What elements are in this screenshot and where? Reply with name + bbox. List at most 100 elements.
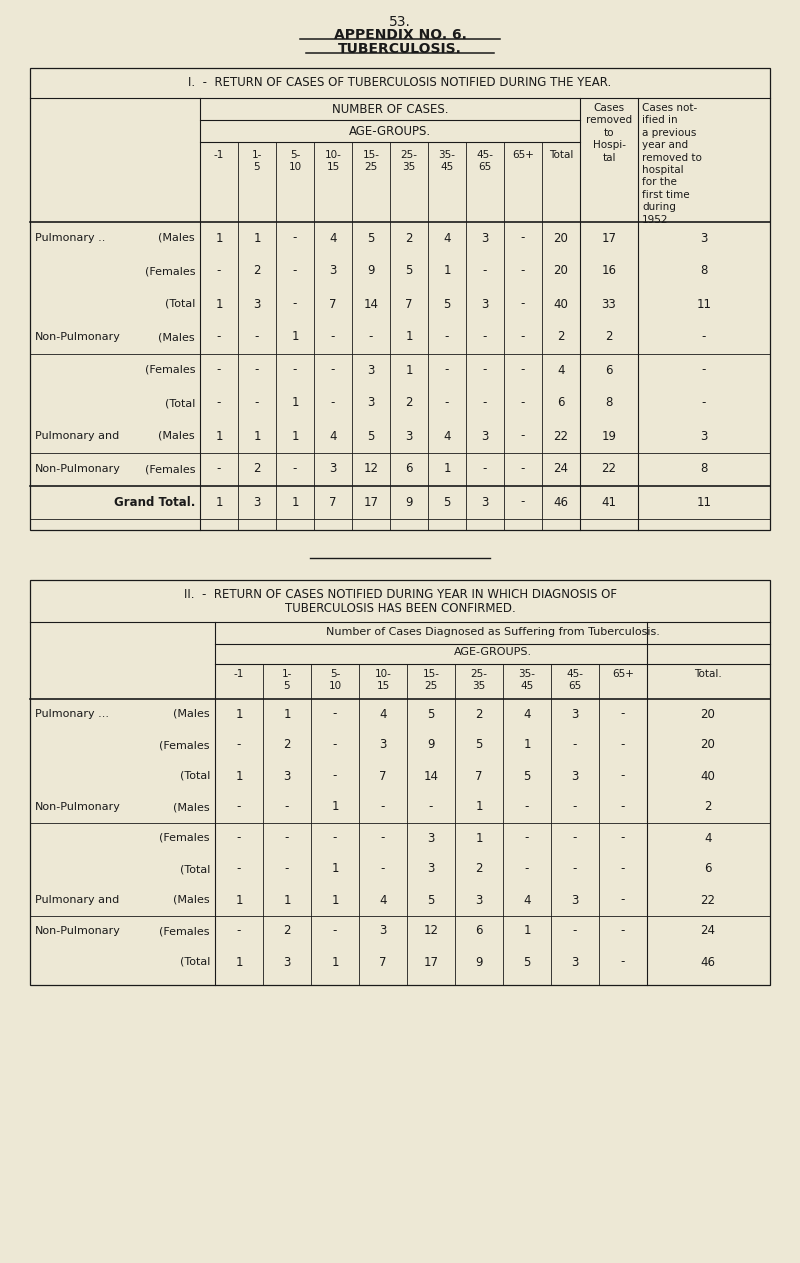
- Text: -: -: [381, 801, 385, 813]
- Text: -: -: [521, 264, 525, 278]
- Text: Cases not-
ified in
a previous
year and
removed to
hospital
for the
first time
d: Cases not- ified in a previous year and …: [642, 104, 702, 225]
- Text: 1: 1: [331, 893, 338, 907]
- Text: 3: 3: [482, 495, 489, 509]
- Text: 4: 4: [558, 364, 565, 376]
- Text: -: -: [525, 863, 529, 875]
- Text: (Females: (Females: [159, 834, 210, 842]
- Text: -: -: [702, 331, 706, 344]
- Text: -: -: [573, 831, 577, 845]
- Text: 20: 20: [701, 739, 715, 751]
- Text: APPENDIX NO. 6.: APPENDIX NO. 6.: [334, 28, 466, 42]
- Text: -: -: [621, 925, 625, 937]
- Text: 5: 5: [406, 264, 413, 278]
- Text: -: -: [381, 831, 385, 845]
- Text: (Females: (Females: [145, 365, 195, 375]
- Text: -: -: [285, 863, 289, 875]
- Text: 1: 1: [291, 331, 298, 344]
- Text: 1: 1: [291, 397, 298, 409]
- Text: 45-
65: 45- 65: [566, 669, 583, 691]
- Text: 5: 5: [475, 739, 482, 751]
- Text: 6: 6: [704, 863, 712, 875]
- Text: 3: 3: [254, 495, 261, 509]
- Text: -: -: [333, 739, 337, 751]
- Text: 4: 4: [379, 893, 386, 907]
- Text: -: -: [293, 264, 297, 278]
- Text: (Total: (Total: [180, 957, 210, 967]
- Text: -: -: [331, 364, 335, 376]
- Text: 7: 7: [475, 769, 482, 783]
- Text: (Females: (Females: [145, 266, 195, 277]
- Text: 3: 3: [700, 231, 708, 245]
- Text: -: -: [237, 831, 241, 845]
- Text: -: -: [285, 801, 289, 813]
- Text: -: -: [483, 462, 487, 475]
- Text: 15-
25: 15- 25: [362, 150, 379, 173]
- Text: -: -: [445, 397, 449, 409]
- Text: -: -: [237, 925, 241, 937]
- Text: 8: 8: [700, 264, 708, 278]
- Text: 1: 1: [443, 462, 450, 475]
- Bar: [30, 68, 770, 530]
- Text: 1-
5: 1- 5: [252, 150, 262, 173]
- Text: (Total: (Total: [165, 299, 195, 309]
- Text: AGE-GROUPS.: AGE-GROUPS.: [349, 125, 431, 138]
- Text: 7: 7: [330, 495, 337, 509]
- Text: Total.: Total.: [694, 669, 722, 679]
- Text: 2: 2: [283, 739, 290, 751]
- Text: 6: 6: [558, 397, 565, 409]
- Text: 5: 5: [443, 298, 450, 311]
- Text: -: -: [217, 364, 221, 376]
- Text: (Males: (Males: [174, 895, 210, 906]
- Text: -: -: [621, 769, 625, 783]
- Text: 4: 4: [704, 831, 712, 845]
- Text: 10-
15: 10- 15: [325, 150, 342, 173]
- Text: Pulmonary and: Pulmonary and: [35, 431, 119, 441]
- Text: 24: 24: [701, 925, 715, 937]
- Text: -: -: [521, 364, 525, 376]
- Text: -: -: [525, 801, 529, 813]
- Text: 2: 2: [606, 331, 613, 344]
- Text: Grand Total.: Grand Total.: [114, 495, 195, 509]
- Text: 9: 9: [427, 739, 434, 751]
- Text: 3: 3: [283, 956, 290, 969]
- Text: -: -: [381, 863, 385, 875]
- Text: Non-Pulmonary: Non-Pulmonary: [35, 926, 121, 936]
- Text: 5: 5: [523, 956, 530, 969]
- Text: 45-
65: 45- 65: [477, 150, 494, 173]
- Text: Non-Pulmonary: Non-Pulmonary: [35, 802, 121, 812]
- Text: 4: 4: [330, 429, 337, 442]
- Text: 3: 3: [700, 429, 708, 442]
- Text: 3: 3: [367, 397, 374, 409]
- Text: NUMBER OF CASES.: NUMBER OF CASES.: [332, 104, 448, 116]
- Text: -: -: [702, 397, 706, 409]
- Text: Number of Cases Diagnosed as Suffering from Tuberculosis.: Number of Cases Diagnosed as Suffering f…: [326, 626, 659, 637]
- Text: 9: 9: [406, 495, 413, 509]
- Text: -: -: [521, 397, 525, 409]
- Text: 3: 3: [571, 893, 578, 907]
- Text: 1: 1: [254, 231, 261, 245]
- Text: -: -: [521, 298, 525, 311]
- Text: Pulmonary ...: Pulmonary ...: [35, 709, 109, 719]
- Text: 17: 17: [602, 231, 617, 245]
- Text: -: -: [573, 925, 577, 937]
- Text: 3: 3: [330, 264, 337, 278]
- Text: 8: 8: [700, 462, 708, 475]
- Text: (Total: (Total: [165, 398, 195, 408]
- Text: -: -: [333, 831, 337, 845]
- Text: (Females: (Females: [159, 740, 210, 750]
- Text: 22: 22: [602, 462, 617, 475]
- Text: 7: 7: [330, 298, 337, 311]
- Text: (Total: (Total: [180, 864, 210, 874]
- Text: 7: 7: [406, 298, 413, 311]
- Text: 5: 5: [367, 429, 374, 442]
- Text: TUBERCULOSIS HAS BEEN CONFIRMED.: TUBERCULOSIS HAS BEEN CONFIRMED.: [285, 602, 515, 615]
- Text: AGE-GROUPS.: AGE-GROUPS.: [454, 647, 531, 657]
- Text: 3: 3: [427, 863, 434, 875]
- Text: -: -: [702, 364, 706, 376]
- Text: 1: 1: [235, 893, 242, 907]
- Text: -: -: [521, 495, 525, 509]
- Text: 1: 1: [235, 956, 242, 969]
- Text: -: -: [217, 462, 221, 475]
- Text: I.  -  RETURN OF CASES OF TUBERCULOSIS NOTIFIED DURING THE YEAR.: I. - RETURN OF CASES OF TUBERCULOSIS NOT…: [188, 76, 612, 88]
- Text: 6: 6: [606, 364, 613, 376]
